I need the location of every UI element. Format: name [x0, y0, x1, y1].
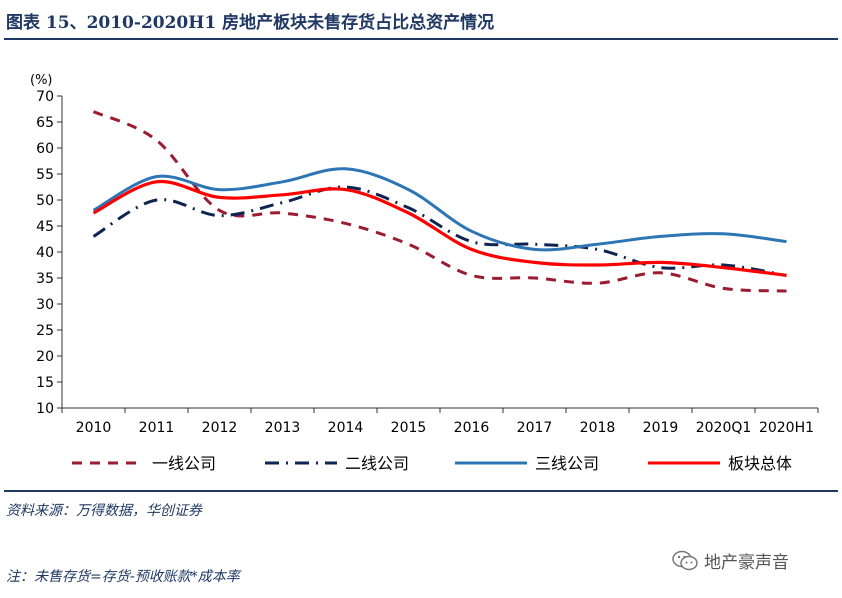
y-tick-label: 20 [36, 349, 54, 365]
footnote: 注：未售存货=存货-预收账款*成本率 [6, 569, 240, 585]
x-tick-label: 2020Q1 [696, 420, 752, 436]
title-divider [4, 38, 838, 40]
y-tick-label: 60 [36, 141, 54, 157]
series-line-3 [92, 167, 787, 252]
x-tick-label: 2016 [454, 420, 490, 436]
y-tick-label: 40 [36, 245, 54, 261]
x-tick-label: 2012 [202, 420, 238, 436]
y-tick-label: 55 [36, 167, 54, 183]
source-note: 资料来源：万得数据，华创证券 [6, 503, 202, 519]
series-line-1 [92, 110, 787, 293]
x-tick-label: 2017 [517, 420, 553, 436]
x-tick-label: 2010 [76, 420, 112, 436]
y-tick-label: 25 [36, 323, 54, 339]
x-tick-label: 2018 [580, 420, 616, 436]
footer-divider [4, 490, 838, 492]
x-tick-label: 2019 [643, 420, 679, 436]
y-tick-label: 50 [36, 193, 54, 209]
x-tick-label: 2011 [139, 420, 175, 436]
x-tick-label: 2020H1 [759, 420, 814, 436]
y-axis-unit-label: (%) [30, 73, 53, 88]
watermark: 地产豪声音 [672, 548, 789, 573]
chart-legend: 一线公司 二线公司 三线公司 板块总体 [72, 454, 792, 473]
series-line-2 [92, 185, 787, 277]
wechat-icon [672, 550, 698, 570]
y-tick-label: 30 [36, 297, 54, 313]
legend-label-4: 板块总体 [728, 454, 792, 473]
legend-label-2: 二线公司 [345, 454, 409, 473]
series-line-4 [92, 179, 787, 277]
x-tick-label: 2014 [328, 420, 364, 436]
chart-series [92, 110, 787, 293]
y-tick-label: 70 [36, 89, 54, 105]
chart-title: 图表 15、2010-2020H1 房地产板块未售存货占比总资产情况 [6, 13, 495, 33]
y-tick-label: 35 [36, 271, 54, 287]
y-tick-label: 45 [36, 219, 54, 235]
x-tick-label: 2013 [265, 420, 301, 436]
y-tick-label: 65 [36, 115, 54, 131]
y-tick-label: 15 [36, 375, 54, 391]
watermark-text: 地产豪声音 [704, 553, 789, 573]
legend-label-3: 三线公司 [535, 454, 599, 473]
x-tick-label: 2015 [391, 420, 427, 436]
legend-label-1: 一线公司 [152, 454, 216, 473]
y-tick-label: 10 [36, 401, 54, 417]
